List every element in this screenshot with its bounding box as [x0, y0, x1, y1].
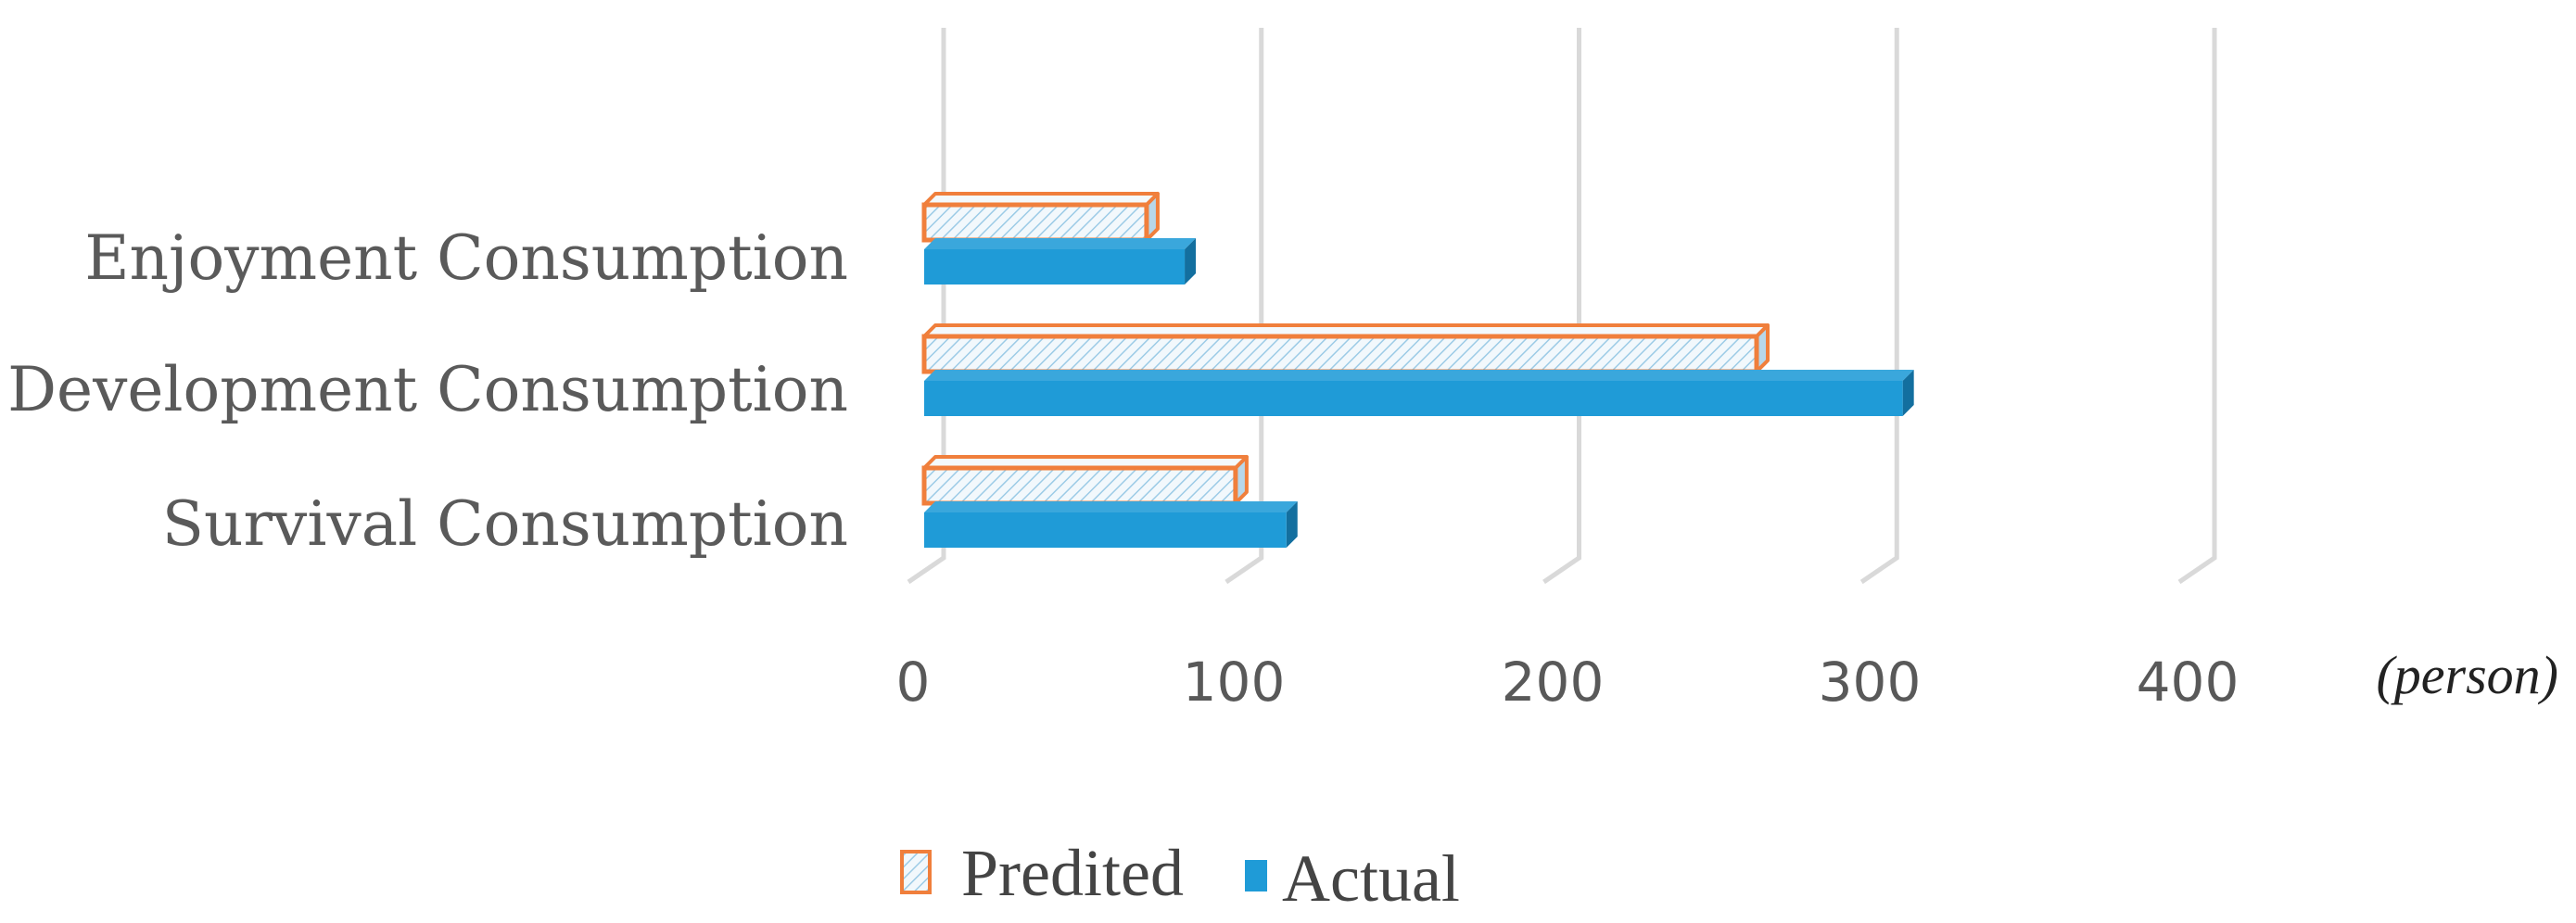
bars: [921, 192, 1914, 548]
bar-actual-front: [924, 249, 1186, 284]
bar-actual: [924, 501, 1298, 548]
bar-actual-front: [924, 512, 1287, 548]
legend: Predited Actual: [900, 836, 1460, 916]
bar-predited: [921, 323, 1770, 374]
category-label: Enjoyment Consumption: [84, 222, 848, 294]
gridlines: [907, 28, 2217, 585]
x-tick-label: 100: [1183, 651, 1286, 714]
bar-predited: [921, 192, 1160, 243]
x-tick-label: 400: [2137, 651, 2240, 714]
legend-swatch-actual: [1245, 860, 1267, 891]
bar-predited: [921, 455, 1249, 506]
bar-actual: [924, 370, 1914, 416]
gridline: [1542, 28, 1581, 585]
gridline: [1859, 28, 1899, 585]
bar-actual-side: [1286, 501, 1298, 548]
bar-actual-top: [924, 370, 1914, 381]
bar-actual: [924, 238, 1197, 284]
bar-actual-front: [924, 381, 1903, 416]
x-tick-label: 300: [1819, 651, 1922, 714]
legend-swatch-predited: [900, 850, 932, 894]
legend-label-predited: Predited: [961, 836, 1184, 910]
x-unit-label: (person): [2376, 645, 2558, 705]
bar-predited-front: [921, 334, 1759, 374]
bar-actual-side: [1902, 370, 1914, 416]
bar-predited-front: [921, 465, 1238, 506]
x-tick-label: 0: [896, 651, 931, 714]
category-label: Survival Consumption: [162, 488, 848, 560]
bar-predited-front: [921, 202, 1149, 243]
gridline: [2177, 28, 2217, 585]
bar-actual-side: [1185, 238, 1197, 284]
category-label: Development Consumption: [7, 354, 848, 425]
bar-actual-top: [924, 238, 1197, 249]
bar-actual-top: [924, 501, 1298, 512]
x-tick-labels: 0 100 200 300 400: [896, 651, 2240, 714]
category-labels: Enjoyment Consumption Development Consum…: [7, 222, 848, 560]
x-tick-label: 200: [1502, 651, 1605, 714]
legend-label-actual: Actual: [1282, 841, 1460, 916]
gridline: [1225, 28, 1264, 585]
